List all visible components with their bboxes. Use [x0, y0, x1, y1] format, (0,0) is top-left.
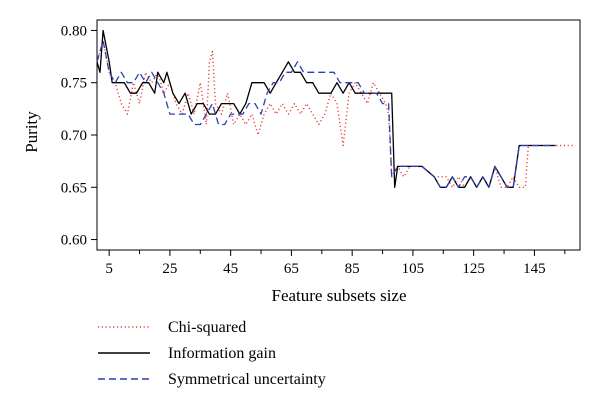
x-tick-label: 145: [523, 261, 546, 277]
y-tick-label: 0.70: [61, 128, 87, 144]
y-tick-label: 0.65: [61, 180, 87, 196]
legend-label: Chi-squared: [168, 319, 246, 336]
y-axis-title: Purity: [22, 111, 41, 153]
legend-label: Information gain: [168, 345, 276, 362]
plot-area-frame: [96, 19, 581, 251]
x-tick-label: 5: [105, 261, 113, 277]
x-tick-label: 105: [402, 261, 425, 277]
series-line-information-gain: [96, 29, 556, 188]
legend-item-chi-squared: Chi-squared: [98, 319, 246, 336]
series-line-chi-squared: [96, 40, 574, 188]
legend-item-symmetrical-uncertainty: Symmetrical uncertainty: [98, 371, 326, 388]
y-tick-label: 0.60: [61, 233, 87, 249]
legend-label: Symmetrical uncertainty: [168, 371, 326, 388]
y-tick-label: 0.75: [61, 76, 87, 92]
series-line-symmetrical-uncertainty: [96, 40, 556, 188]
x-tick-label: 65: [284, 261, 299, 277]
y-tick-label: 0.80: [61, 23, 87, 39]
x-axis-title: Feature subsets size: [271, 286, 406, 305]
x-tick-label: 45: [223, 261, 238, 277]
x-tick-label: 125: [462, 261, 485, 277]
x-tick-label: 25: [162, 261, 177, 277]
x-tick-label: 85: [345, 261, 360, 277]
legend-item-information-gain: Information gain: [98, 345, 276, 362]
